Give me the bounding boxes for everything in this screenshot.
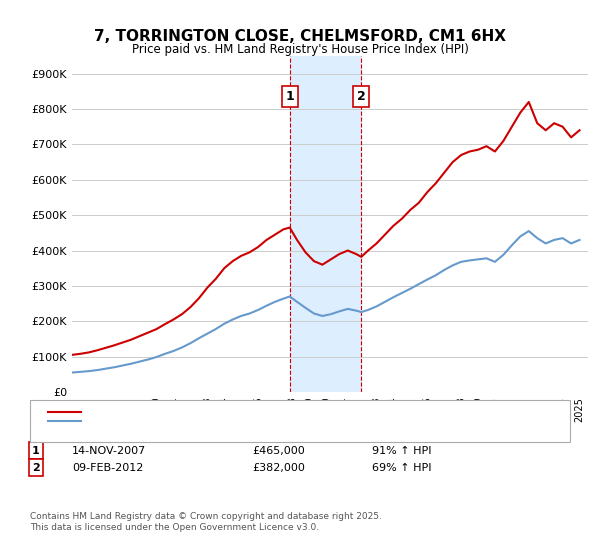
Text: 14-NOV-2007: 14-NOV-2007 xyxy=(72,446,146,456)
Text: 2: 2 xyxy=(357,90,365,103)
Text: 7, TORRINGTON CLOSE, CHELMSFORD, CM1 6HX (semi-detached house): 7, TORRINGTON CLOSE, CHELMSFORD, CM1 6HX… xyxy=(84,407,461,417)
Bar xyxy=(290,56,361,392)
Text: 1: 1 xyxy=(32,446,40,456)
Text: 1: 1 xyxy=(286,90,294,103)
Text: Contains HM Land Registry data © Crown copyright and database right 2025.
This d: Contains HM Land Registry data © Crown c… xyxy=(30,512,382,532)
Text: 09-FEB-2012: 09-FEB-2012 xyxy=(72,463,143,473)
Text: £465,000: £465,000 xyxy=(252,446,305,456)
Text: 2: 2 xyxy=(32,463,40,473)
Text: HPI: Average price, semi-detached house, Chelmsford: HPI: Average price, semi-detached house,… xyxy=(84,416,365,426)
Text: £382,000: £382,000 xyxy=(252,463,305,473)
Text: 69% ↑ HPI: 69% ↑ HPI xyxy=(372,463,431,473)
Text: 7, TORRINGTON CLOSE, CHELMSFORD, CM1 6HX: 7, TORRINGTON CLOSE, CHELMSFORD, CM1 6HX xyxy=(94,29,506,44)
Text: Price paid vs. HM Land Registry's House Price Index (HPI): Price paid vs. HM Land Registry's House … xyxy=(131,43,469,56)
Text: 91% ↑ HPI: 91% ↑ HPI xyxy=(372,446,431,456)
